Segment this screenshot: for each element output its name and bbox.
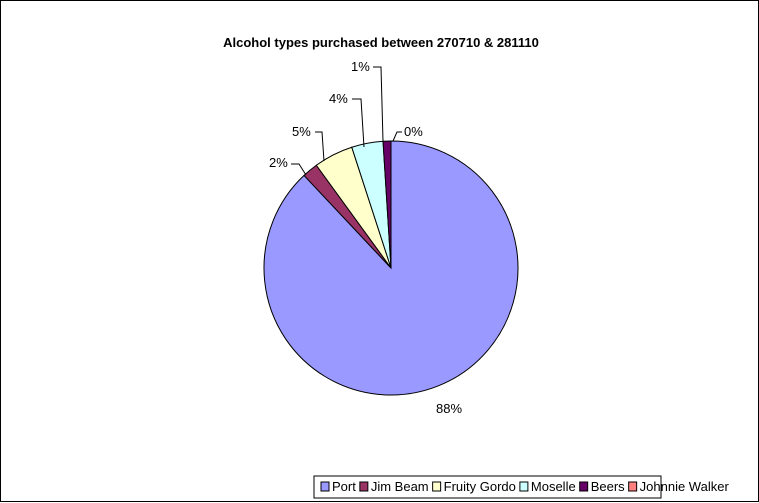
data-labels: 88% 2% 5% 4% 1% 0% [269,59,462,416]
data-label: 5% [292,124,311,139]
legend-label: Port [332,479,356,494]
leader-line [291,163,307,176]
data-label: 1% [351,59,370,74]
leader-lines [291,66,402,176]
leader-line [373,66,384,142]
pie-slice-port [263,140,519,396]
leader-line [315,131,325,162]
pie-slice-beers [382,140,392,269]
legend-swatch [519,481,529,492]
data-label: 88% [436,401,462,416]
legend-label: Beers [591,479,625,494]
pie-slices [263,140,519,396]
leader-line [392,131,402,142]
legend-label: Moselle [531,479,576,494]
legend-swatch [579,481,589,492]
legend-label: Johnnie Walker [640,479,730,494]
leader-line [352,98,365,148]
legend-swatch [432,481,442,492]
legend-swatch [359,481,369,492]
data-label: 2% [269,155,288,170]
data-label: 0% [404,124,423,139]
legend-swatch [628,481,638,492]
legend: Port Jim Beam Fruity Gordo Moselle Beers John… [313,475,730,499]
chart-title: Alcohol types purchased between 270710 &… [223,35,539,50]
legend-swatch [320,481,330,492]
legend-box [313,475,662,499]
legend-label: Fruity Gordo [444,479,516,494]
data-label: 4% [329,91,348,106]
legend-label: Jim Beam [371,479,429,494]
